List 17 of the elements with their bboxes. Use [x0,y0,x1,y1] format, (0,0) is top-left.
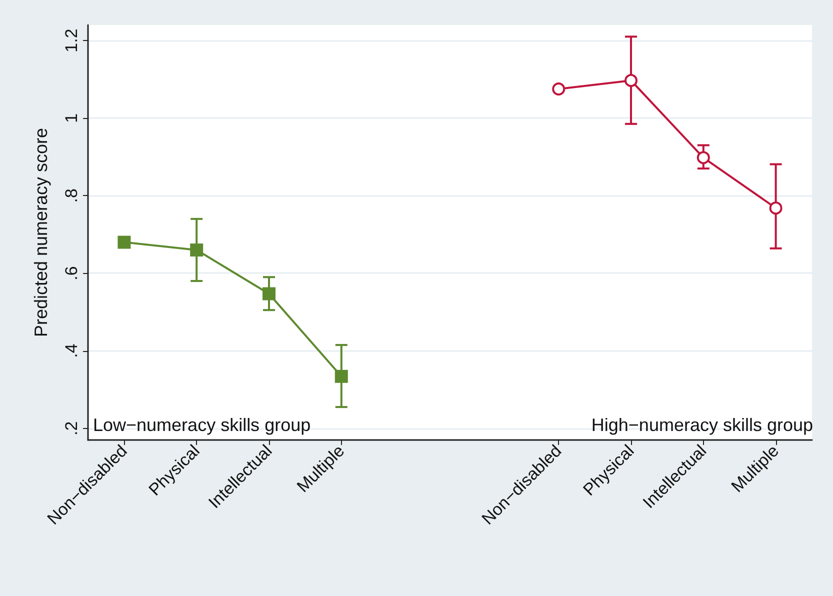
y-axis-title: Predicted numeracy score [31,128,51,338]
point [696,151,710,164]
y-tick-label: .4 [62,344,81,358]
annotation: High−numeracy skills group [591,415,814,435]
point [552,82,566,96]
y-tick-label: 1 [62,113,81,123]
point [769,202,782,215]
y-tick-label: .2 [62,421,81,436]
y-tick-label: .8 [62,188,81,203]
point [190,243,204,256]
y-tick-label: 1.2 [62,28,81,52]
point [334,370,348,383]
point [262,287,276,300]
point [118,236,131,249]
annotation: Low−numeracy skills group [93,415,311,435]
point [624,74,638,87]
y-tick-label: .6 [62,266,81,280]
